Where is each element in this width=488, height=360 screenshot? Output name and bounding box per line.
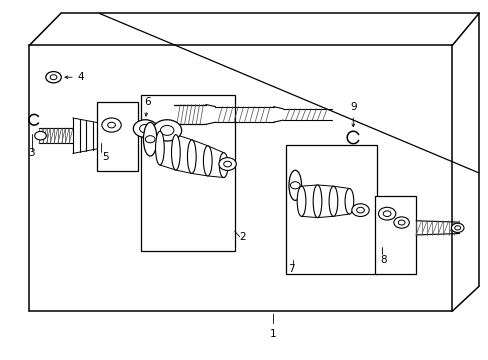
Circle shape bbox=[50, 75, 57, 80]
Circle shape bbox=[35, 131, 46, 140]
Ellipse shape bbox=[288, 170, 301, 201]
Circle shape bbox=[290, 182, 300, 189]
Circle shape bbox=[139, 124, 151, 133]
Text: 9: 9 bbox=[349, 102, 356, 127]
Ellipse shape bbox=[328, 186, 337, 216]
Ellipse shape bbox=[143, 122, 157, 156]
Circle shape bbox=[46, 72, 61, 83]
Text: 5: 5 bbox=[102, 152, 108, 162]
Text: 2: 2 bbox=[239, 232, 246, 242]
Text: 3: 3 bbox=[28, 148, 35, 158]
Text: 6: 6 bbox=[144, 97, 151, 116]
Circle shape bbox=[454, 226, 460, 230]
Ellipse shape bbox=[187, 140, 196, 174]
Circle shape bbox=[219, 158, 236, 170]
Circle shape bbox=[107, 122, 115, 128]
Bar bbox=[140, 95, 234, 251]
Circle shape bbox=[102, 118, 121, 132]
Text: 8: 8 bbox=[379, 255, 386, 265]
Ellipse shape bbox=[155, 131, 164, 165]
Circle shape bbox=[145, 136, 155, 143]
Circle shape bbox=[393, 217, 408, 228]
Circle shape bbox=[378, 207, 395, 220]
Circle shape bbox=[133, 120, 157, 138]
Circle shape bbox=[397, 220, 404, 225]
Circle shape bbox=[383, 211, 390, 216]
Ellipse shape bbox=[219, 153, 227, 177]
Ellipse shape bbox=[297, 186, 305, 216]
Text: 1: 1 bbox=[270, 314, 276, 339]
Circle shape bbox=[356, 207, 364, 213]
Ellipse shape bbox=[312, 185, 321, 217]
Circle shape bbox=[152, 120, 181, 141]
Bar bbox=[97, 102, 138, 171]
Text: 4: 4 bbox=[65, 72, 84, 82]
Circle shape bbox=[450, 223, 463, 233]
Bar bbox=[374, 196, 415, 274]
Bar bbox=[285, 145, 377, 274]
Ellipse shape bbox=[203, 146, 212, 176]
Circle shape bbox=[223, 161, 231, 167]
Circle shape bbox=[351, 204, 368, 216]
Ellipse shape bbox=[171, 135, 180, 170]
Ellipse shape bbox=[345, 189, 353, 214]
Circle shape bbox=[160, 125, 174, 135]
Text: 7: 7 bbox=[287, 264, 294, 274]
